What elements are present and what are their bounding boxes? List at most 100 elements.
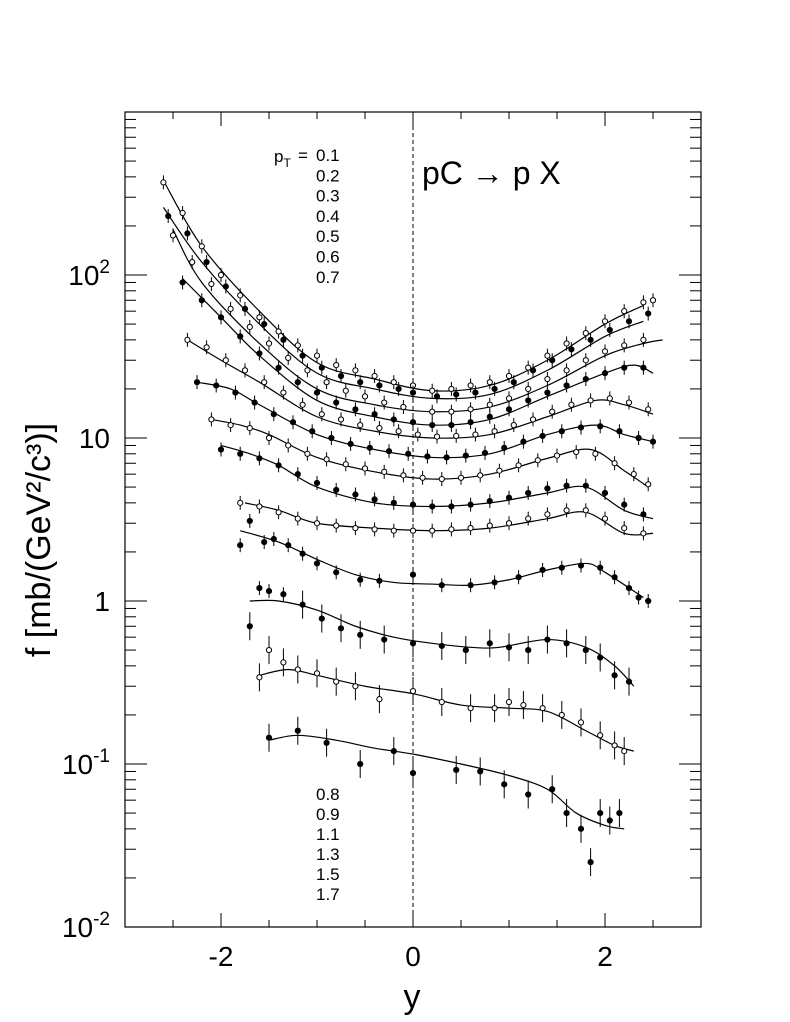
data-point-pT-0.5 xyxy=(280,389,287,396)
data-point-pT-0.5 xyxy=(549,408,556,415)
data-point-pT-0.8 xyxy=(390,499,397,506)
data-point-pT-1.3 xyxy=(563,640,570,647)
data-point-pT-0.1 xyxy=(237,292,244,299)
data-point-pT-0.4 xyxy=(198,297,205,304)
data-point-pT-0.3 xyxy=(621,342,628,349)
data-point-pT-0.2 xyxy=(203,258,210,266)
data-point-pT-1.3 xyxy=(462,646,469,654)
data-point-pT-0.8 xyxy=(352,491,359,498)
data-point-pT-0.7 xyxy=(496,467,503,474)
data-point-pT-0.3 xyxy=(563,367,570,374)
data-point-pT-1.1 xyxy=(299,550,306,557)
data-point-pT-1.5 xyxy=(539,705,546,712)
data-point-pT-1.5 xyxy=(438,698,445,706)
data-point-pT-0.9 xyxy=(409,527,417,534)
data-point-pT-0.7 xyxy=(592,450,599,457)
data-point-pT-0.6 xyxy=(558,428,565,435)
data-point-pT-1.5 xyxy=(558,711,565,719)
data-point-pT-0.4 xyxy=(371,411,378,418)
legend-value: 1.5 xyxy=(316,865,340,884)
data-point-pT-0.3 xyxy=(246,323,253,331)
data-point-pT-0.4 xyxy=(525,397,532,404)
data-point-pT-0.7 xyxy=(227,421,234,429)
data-point-pT-0.8 xyxy=(563,482,570,489)
data-point-pT-0.8 xyxy=(333,486,340,494)
data-point-pT-0.1 xyxy=(640,299,647,306)
data-point-pT-1.1 xyxy=(270,535,277,543)
data-point-pT-1.1 xyxy=(539,566,546,574)
data-point-pT-0.7 xyxy=(573,448,580,456)
data-point-pT-0.1 xyxy=(352,367,359,374)
data-point-pT-0.2 xyxy=(529,367,537,374)
data-point-pT-1.5 xyxy=(265,646,273,654)
legend-value: 0.6 xyxy=(316,248,340,267)
data-point-pT-1.3 xyxy=(438,642,445,650)
data-point-pT-1.3 xyxy=(246,623,253,630)
data-point-pT-0.7 xyxy=(381,468,388,475)
data-point-pT-0.9 xyxy=(352,525,359,532)
data-point-pT-1.7 xyxy=(294,727,301,734)
data-point-pT-1.1 xyxy=(285,542,292,549)
data-point-pT-0.8 xyxy=(237,450,244,457)
data-point-pT-0.8 xyxy=(448,503,455,510)
data-point-pT-0.7 xyxy=(208,416,215,423)
data-point-pT-0.9 xyxy=(333,522,340,529)
data-point-pT-1.5 xyxy=(376,696,383,703)
data-point-pT-0.2 xyxy=(606,326,613,334)
legend-value: 1.7 xyxy=(316,885,340,904)
data-point-pT-0.6 xyxy=(405,450,412,457)
legend-value: 0.3 xyxy=(316,187,340,206)
data-point-pT-0.3 xyxy=(189,258,196,266)
data-point-pT-0.2 xyxy=(549,357,556,364)
legend-value: 1.3 xyxy=(316,845,340,864)
data-point-pT-0.3 xyxy=(208,280,215,288)
data-point-pT-0.6 xyxy=(577,424,585,431)
data-point-pT-0.4 xyxy=(640,364,647,371)
data-point-pT-0.4 xyxy=(217,314,225,321)
data-point-pT-0.6 xyxy=(424,453,431,460)
data-point-pT-0.5 xyxy=(357,421,364,429)
data-point-pT-1.7 xyxy=(616,809,623,817)
data-points xyxy=(160,175,657,877)
data-point-pT-0.7 xyxy=(323,456,330,463)
data-point-pT-0.5 xyxy=(510,421,517,429)
data-point-pT-1.3 xyxy=(357,631,364,638)
data-point-pT-0.7 xyxy=(515,462,522,469)
data-point-pT-0.1 xyxy=(486,379,493,386)
data-point-pT-0.7 xyxy=(265,434,273,442)
data-point-pT-1.1 xyxy=(409,571,417,578)
data-point-pT-0.5 xyxy=(318,411,325,418)
data-point-pT-0.6 xyxy=(597,423,604,430)
data-point-pT-1.7 xyxy=(357,760,364,768)
data-point-pT-0.2 xyxy=(409,389,417,396)
data-point-pT-0.5 xyxy=(645,406,652,413)
data-point-pT-0.6 xyxy=(347,440,354,448)
data-point-pT-0.4 xyxy=(294,379,301,386)
data-point-pT-0.1 xyxy=(467,382,474,389)
data-point-pT-0.3 xyxy=(265,340,273,347)
data-point-pT-0.2 xyxy=(510,379,517,386)
data-point-pT-1.7 xyxy=(323,739,330,746)
data-point-pT-0.9 xyxy=(256,503,263,510)
data-point-pT-0.6 xyxy=(366,444,373,451)
data-point-pT-0.3 xyxy=(486,401,493,408)
data-point-pT-0.2 xyxy=(165,212,172,220)
data-point-pT-0.5 xyxy=(241,367,249,374)
data-point-pT-0.1 xyxy=(390,379,397,386)
data-point-pT-0.5 xyxy=(606,395,613,402)
data-point-pT-0.1 xyxy=(649,297,657,304)
data-point-pT-0.9 xyxy=(486,522,493,529)
data-point-pT-0.4 xyxy=(179,279,186,286)
data-point-pT-0.9 xyxy=(237,499,244,506)
data-point-pT-0.7 xyxy=(477,472,484,479)
data-point-pT-0.5 xyxy=(299,401,306,408)
data-point-pT-0.1 xyxy=(371,372,378,380)
legend-value: 0.8 xyxy=(316,785,340,804)
data-point-pT-0.4 xyxy=(601,370,609,377)
data-point-pT-1.3 xyxy=(611,672,618,679)
data-point-pT-0.6 xyxy=(270,411,277,418)
data-point-pT-1.3 xyxy=(486,640,493,647)
data-point-pT-0.4 xyxy=(467,419,474,426)
data-point-pT-0.9 xyxy=(429,527,436,534)
